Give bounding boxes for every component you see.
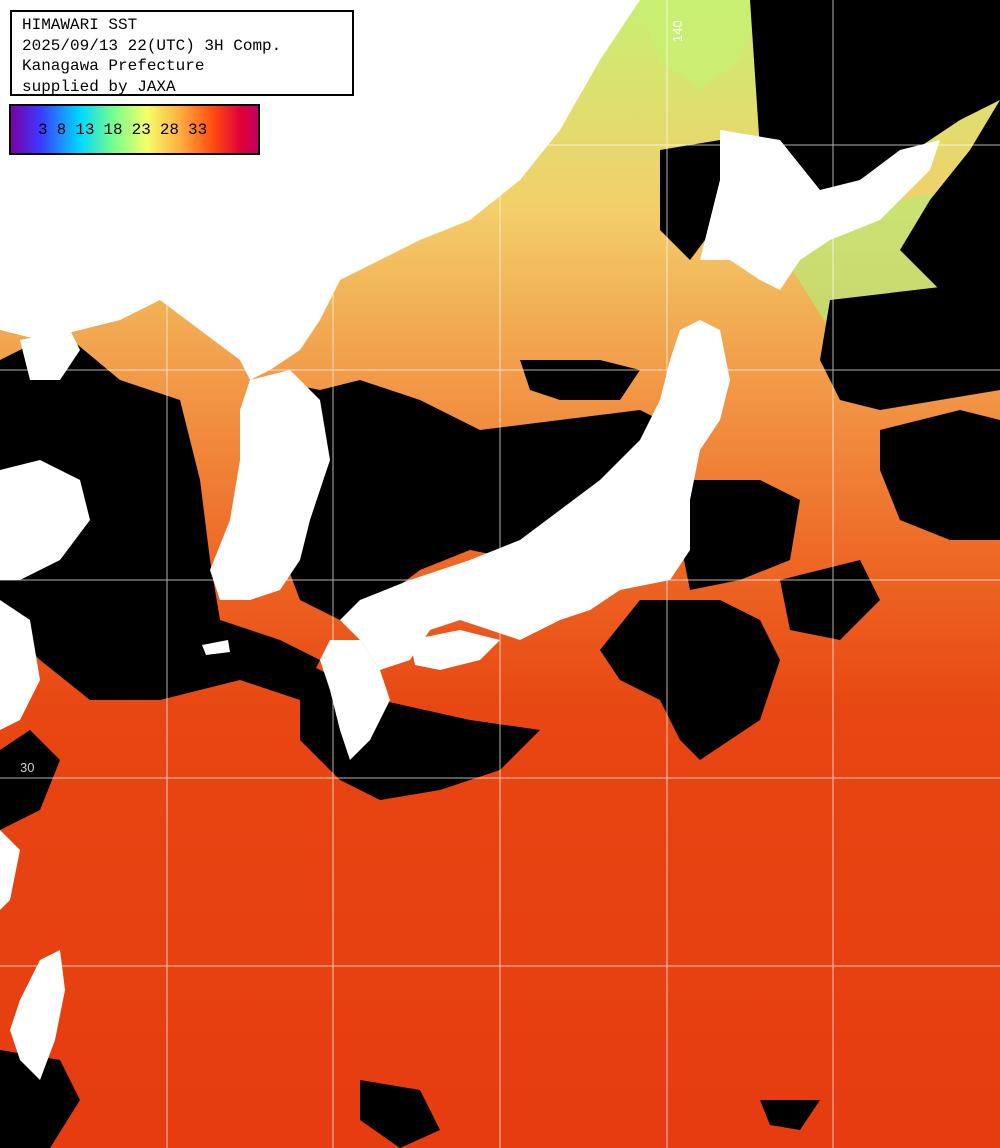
- latitude-label-lower: 30: [20, 760, 35, 775]
- region-name: Kanagawa Prefecture: [22, 57, 205, 75]
- latitude-label-upper: 40: [26, 352, 41, 367]
- longitude-label-140: 140: [670, 20, 685, 42]
- colorbar-tick: 3: [38, 120, 48, 139]
- colorbar-tick: 28: [159, 120, 180, 139]
- credit: supplied by JAXA: [22, 77, 176, 96]
- colorbar-tick: 23: [131, 120, 151, 139]
- temperature-colorbar: 3 8 13 18 23 28 33: [9, 104, 260, 155]
- timestamp: 2025/09/13 22(UTC) 3H Comp.: [22, 36, 282, 55]
- colorbar-tick: 13: [75, 120, 95, 139]
- colorbar-tick: 33: [188, 120, 208, 139]
- colorbar-tick: 18: [103, 120, 123, 139]
- colorbar-tick: 8: [56, 120, 67, 139]
- info-box: HIMAWARI SST 2025/09/13 22(UTC) 3H Comp.…: [10, 10, 354, 96]
- product-title: HIMAWARI SST: [22, 16, 138, 34]
- cold-water-patch-north: [640, 0, 760, 90]
